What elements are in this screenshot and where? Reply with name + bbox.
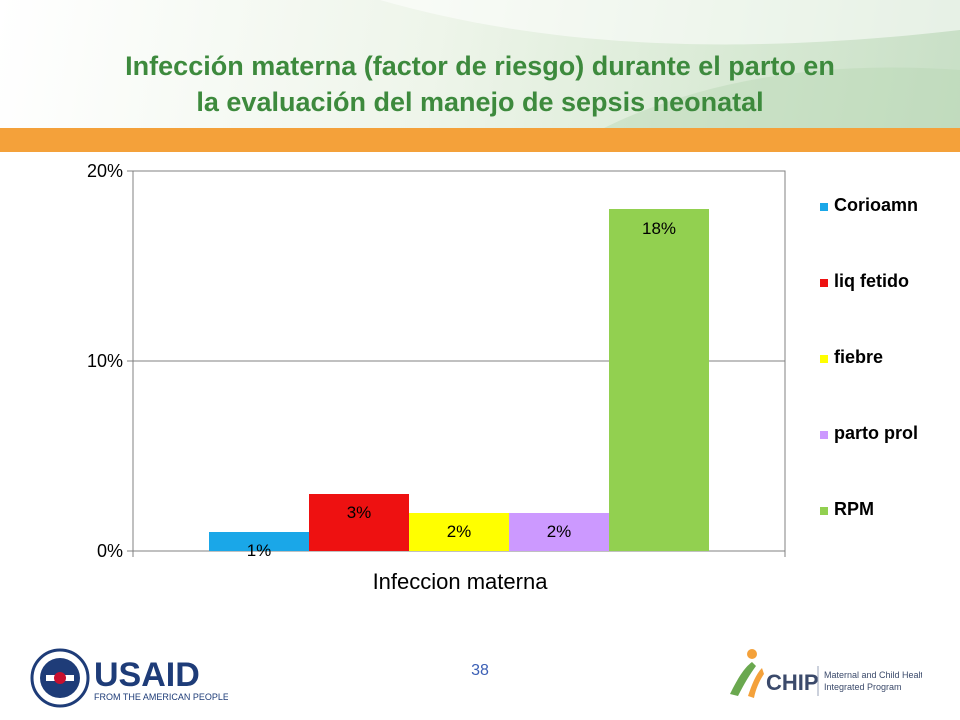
legend-entry: liq fetido — [834, 271, 909, 291]
legend: Corioamn liq fetido fiebre parto prol RPM — [820, 195, 918, 519]
slide-title-line-2: la evaluación del manejo de sepsis neona… — [196, 87, 764, 117]
y-tick-label: 10% — [87, 351, 123, 371]
y-axis-ticks: 0% 10% 20% — [87, 161, 786, 561]
x-axis-title: Infeccion materna — [373, 569, 549, 594]
bar-parto-prol — [509, 513, 609, 551]
bar-rpm — [609, 209, 709, 551]
mchip-figure-icon — [730, 649, 764, 698]
usaid-wordmark: USAID — [94, 656, 200, 694]
legend-entry: parto prol — [834, 423, 918, 443]
mchip-tagline-1: Maternal and Child Health — [824, 670, 922, 680]
y-tick-label: 0% — [97, 541, 123, 561]
page-number: 38 — [471, 662, 489, 679]
legend-entry: Corioamn — [834, 195, 918, 215]
bar-fiebre — [409, 513, 509, 551]
bar-chart: 1% 3% 2% 2% 18% 0% 10% 20% Corioamn liq fetido f… — [87, 161, 918, 594]
legend-swatch — [820, 507, 828, 515]
slide-title-line-1: Infección materna (factor de riesgo) dur… — [125, 51, 835, 81]
data-label: 2% — [547, 522, 572, 541]
legend-entry: RPM — [834, 499, 874, 519]
data-label: 18% — [642, 219, 676, 238]
usaid-logo: USAID FROM THE AMERICAN PEOPLE — [30, 648, 228, 708]
legend-swatch — [820, 355, 828, 363]
legend-entry: fiebre — [834, 347, 883, 367]
usaid-tagline: FROM THE AMERICAN PEOPLE — [94, 692, 228, 702]
bar-corioamn — [209, 532, 309, 551]
usaid-seal-icon — [30, 648, 90, 708]
slide-title: Infección materna (factor de riesgo) dur… — [40, 48, 920, 120]
data-label: 3% — [347, 503, 372, 522]
mchip-tagline-2: Integrated Program — [824, 682, 902, 692]
legend-swatch — [820, 203, 828, 211]
legend-swatch — [820, 431, 828, 439]
bar-liq-fetido — [309, 494, 409, 551]
bars: 1% 3% 2% 2% 18% — [209, 209, 709, 560]
header-swoosh-decoration — [380, 0, 960, 130]
y-tick-label: 20% — [87, 161, 123, 181]
mchip-logo: CHIP Maternal and Child Health Integrate… — [730, 649, 922, 698]
data-label: 2% — [447, 522, 472, 541]
mchip-wordmark: CHIP — [766, 670, 819, 695]
data-label: 1% — [247, 541, 272, 560]
orange-divider-band — [0, 128, 960, 152]
legend-swatch — [820, 279, 828, 287]
